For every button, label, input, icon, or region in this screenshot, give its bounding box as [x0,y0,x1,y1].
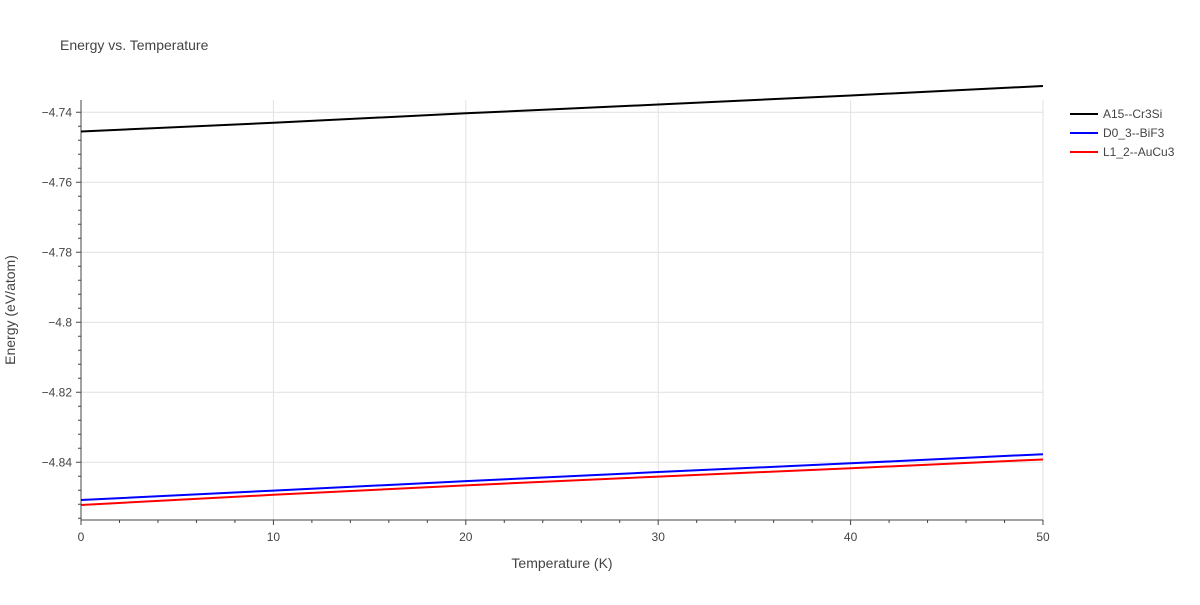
legend-item[interactable]: A15--Cr3Si [1070,107,1162,121]
y-tick-label: −4.84 [42,455,73,469]
x-tick-label: 30 [652,530,666,544]
legend-label: A15--Cr3Si [1103,107,1162,121]
series-line-1 [80,453,1044,502]
chart-title: Energy vs. Temperature [60,37,209,53]
legend-item[interactable]: D0_3--BiF3 [1070,126,1165,140]
y-tick-label: −4.74 [42,105,73,119]
axes: 0 10 20 30 40 50 −4.74 −4.76 −4.78 −4.8 −4.82 −4.84 [42,100,1050,544]
x-tick-label: 20 [459,530,473,544]
legend-label: L1_2--AuCu3 [1103,145,1175,159]
series-lines [80,85,1044,506]
y-axis-title: Energy (eV/atom) [2,255,18,365]
series-line-0 [80,85,1044,133]
y-tick-label: −4.76 [42,175,73,189]
series-line-2 [80,458,1044,506]
legend[interactable]: A15--Cr3Si D0_3--BiF3 L1_2--AuCu3 [1070,107,1175,159]
legend-label: D0_3--BiF3 [1103,126,1165,140]
grid [81,100,1044,520]
x-tick-label: 10 [267,530,281,544]
y-tick-label: −4.78 [42,245,73,259]
x-axis-title: Temperature (K) [511,555,612,571]
x-tick-label: 50 [1036,530,1050,544]
x-tick-label: 0 [78,530,85,544]
y-tick-label: −4.8 [48,315,72,329]
legend-item[interactable]: L1_2--AuCu3 [1070,145,1175,159]
y-tick-label: −4.82 [42,385,73,399]
x-tick-label: 40 [844,530,858,544]
